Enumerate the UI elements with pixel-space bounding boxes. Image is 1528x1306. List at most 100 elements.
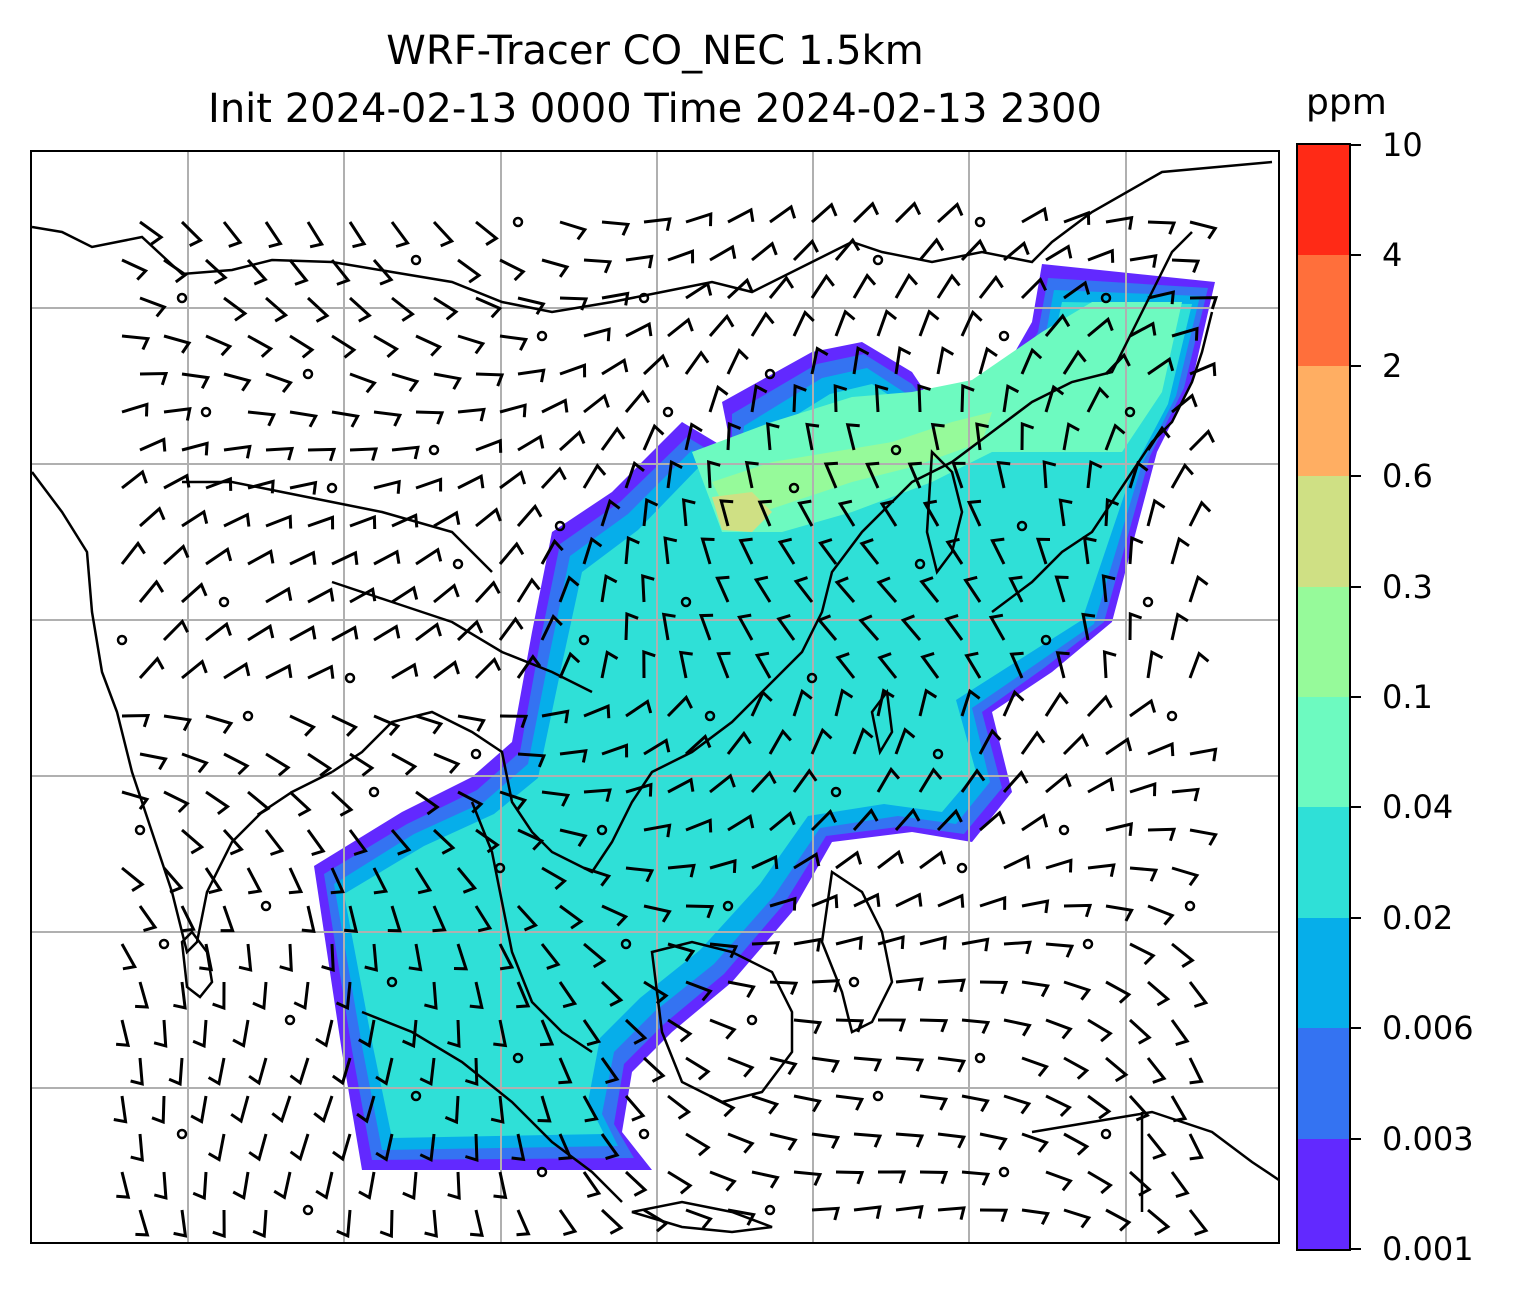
wind-barb xyxy=(511,1133,526,1162)
wind-barb xyxy=(424,1209,438,1238)
wind-barb xyxy=(600,573,618,603)
map-title: WRF-Tracer CO_NEC 1.5km xyxy=(386,28,924,74)
wind-barb xyxy=(1087,1018,1113,1043)
wind-barb xyxy=(1129,253,1158,268)
wind-barb xyxy=(499,403,527,418)
wind-barb xyxy=(979,895,1007,910)
wind-barb xyxy=(307,587,335,604)
wind-barb xyxy=(583,393,610,414)
wind-barb xyxy=(727,1132,755,1154)
wind-barb xyxy=(709,858,737,873)
colorbar-tick-label: 0.6 xyxy=(1382,457,1433,496)
wind-barb xyxy=(706,459,721,489)
wind-barb xyxy=(192,1019,208,1049)
wind-barb xyxy=(205,334,233,357)
wind-barb xyxy=(414,867,433,895)
wind-barb xyxy=(1171,942,1195,968)
colorbar-segment xyxy=(1298,806,1349,918)
wind-barb xyxy=(726,421,742,451)
wind-barb xyxy=(540,538,564,565)
wind-barb xyxy=(751,854,779,870)
wind-barb xyxy=(1087,1170,1113,1195)
wind-barb xyxy=(474,580,501,604)
wind-barb xyxy=(818,538,838,565)
wind-barb xyxy=(963,575,982,603)
wind-barb xyxy=(600,498,621,527)
wind-barb xyxy=(390,221,410,248)
wind-barb xyxy=(349,514,377,530)
wind-barb xyxy=(1045,244,1073,262)
wind-barb xyxy=(642,497,659,527)
wind-barb xyxy=(475,438,503,453)
wind-barb xyxy=(751,241,778,262)
wind-barb xyxy=(978,346,998,375)
wind-barb xyxy=(961,1094,990,1113)
wind-barb xyxy=(265,514,293,529)
colorbar-segment xyxy=(1298,365,1349,477)
wind-barb xyxy=(642,353,670,376)
wind-barb xyxy=(540,614,563,641)
wind-barb xyxy=(624,1170,648,1197)
wind-barb xyxy=(168,1057,184,1087)
wind-barb xyxy=(499,258,526,282)
calm-wind-circle xyxy=(512,1052,524,1064)
wind-barb xyxy=(1129,866,1159,882)
wind-barb xyxy=(895,892,923,908)
calm-wind-circle xyxy=(1016,520,1028,532)
wind-barb xyxy=(364,943,378,972)
wind-barb xyxy=(937,1132,967,1149)
wind-barb xyxy=(301,905,316,934)
wind-barb xyxy=(1042,460,1057,489)
wind-barb xyxy=(356,1095,376,1124)
wind-barb xyxy=(1021,899,1050,914)
wind-barb xyxy=(453,943,469,971)
wind-barb xyxy=(1087,248,1115,263)
wind-barb xyxy=(223,444,252,459)
wind-barb xyxy=(1045,1094,1072,1117)
calm-wind-circle xyxy=(704,710,716,722)
wind-barb xyxy=(475,507,502,528)
wind-barb xyxy=(516,981,531,1009)
wind-barb xyxy=(139,296,167,318)
wind-barb xyxy=(600,1057,620,1085)
wind-barb xyxy=(582,1095,599,1123)
calm-wind-circle xyxy=(176,292,188,304)
colorbar-tick-label: 0.006 xyxy=(1382,1009,1474,1048)
wind-barb xyxy=(1058,498,1073,527)
wind-barb xyxy=(667,249,695,264)
calm-wind-circle xyxy=(1142,596,1154,608)
wind-barb xyxy=(121,258,149,281)
wind-barb xyxy=(222,221,243,248)
wind-barb xyxy=(306,296,330,323)
wind-barb xyxy=(960,383,975,413)
wind-barb xyxy=(288,259,309,286)
wind-barb xyxy=(444,1095,460,1125)
wind-barb xyxy=(642,423,665,451)
wind-barb xyxy=(1002,689,1025,717)
border-china-south xyxy=(331,580,593,694)
wind-barb xyxy=(415,714,444,735)
wind-barb xyxy=(845,423,860,451)
tracer-concentration-field xyxy=(314,264,1215,1170)
wind-barb xyxy=(415,334,443,357)
wind-barb xyxy=(248,1133,268,1162)
wind-barb xyxy=(499,714,529,729)
wind-barb xyxy=(121,866,145,892)
wind-barb xyxy=(1002,383,1020,413)
colorbar-tick-label: 0.1 xyxy=(1382,678,1433,716)
wind-barb xyxy=(349,752,375,777)
wind-barb xyxy=(811,893,839,909)
wind-barb xyxy=(1102,649,1117,679)
wind-barb xyxy=(537,1095,552,1123)
calm-wind-circle xyxy=(722,900,734,912)
wind-barb xyxy=(1146,425,1171,451)
wind-barb xyxy=(336,1209,352,1239)
calm-wind-circle xyxy=(932,748,944,760)
wind-barb xyxy=(498,541,525,565)
wind-barb xyxy=(907,461,922,489)
wind-barb xyxy=(960,309,983,337)
wind-barb xyxy=(667,777,695,794)
coastline-borneo xyxy=(650,940,794,1104)
calm-wind-circle xyxy=(806,672,818,684)
wind-barb xyxy=(810,727,833,755)
